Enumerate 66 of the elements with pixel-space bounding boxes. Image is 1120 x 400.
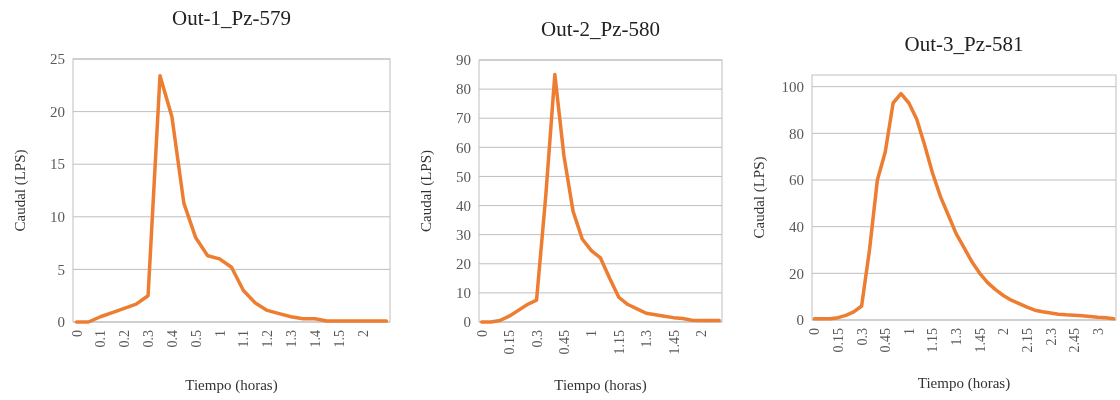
x-tick-label: 3: [1090, 328, 1106, 335]
y-tick-label: 40: [789, 218, 804, 235]
x-tick-label: 1: [901, 328, 917, 335]
x-tick-label: 1.3: [284, 330, 300, 348]
x-tick-label: 0.4: [164, 330, 180, 348]
x-tick-label: 1.1: [236, 330, 252, 348]
y-tick-label: 15: [50, 156, 65, 173]
x-tick-label: 0.15: [502, 330, 518, 355]
y-axis-title: Caudal (LPS): [418, 149, 435, 233]
y-tick-label: 100: [781, 78, 804, 95]
y-axis-title: Caudal (LPS): [12, 149, 29, 232]
y-tick-label: 80: [789, 125, 804, 142]
x-tick-label: 2.15: [1020, 328, 1036, 353]
y-tick-label: 20: [50, 103, 65, 120]
y-tick-label: 20: [456, 256, 471, 273]
y-tick-label: 10: [50, 209, 65, 226]
y-tick-label: 60: [789, 172, 804, 189]
y-tick-label: 40: [456, 197, 471, 214]
x-tick-label: 0.45: [556, 330, 572, 355]
x-tick-label: 1.45: [666, 330, 682, 355]
y-tick-label: 60: [456, 139, 471, 156]
x-tick-label: 1: [212, 330, 228, 337]
y-tick-label: 80: [456, 81, 471, 98]
x-axis-title: Tiempo (horas): [554, 377, 647, 394]
x-tick-label: 0.2: [117, 330, 133, 348]
x-tick-label: 1.3: [639, 330, 655, 348]
line-series: [479, 72, 722, 324]
x-tick-label: 0.3: [854, 328, 870, 346]
x-tick-label: 1.15: [611, 330, 627, 355]
line-series: [74, 74, 389, 324]
y-axis-title: Caudal (LPS): [751, 156, 768, 239]
x-tick-label: 0: [807, 328, 823, 335]
x-tick-label: 0.15: [830, 328, 846, 353]
y-tick-label: 50: [456, 168, 471, 185]
x-tick-label: 1.45: [972, 328, 988, 353]
x-tick-label: 0.3: [141, 330, 157, 348]
y-tick-label: 25: [50, 51, 65, 68]
chart-title: Out-3_Pz-581: [904, 32, 1024, 56]
x-axis-title: Tiempo (horas): [185, 377, 278, 394]
x-tick-label: 1.15: [925, 328, 941, 353]
x-axis-title: Tiempo (horas): [917, 375, 1011, 392]
x-tick-label: 1.2: [260, 330, 276, 348]
y-tick-label: 90: [456, 52, 471, 69]
y-tick-label: 30: [456, 226, 471, 243]
chart-title: Out-1_Pz-579: [172, 6, 291, 30]
x-tick-label: 2.3: [1043, 328, 1059, 346]
x-tick-label: 2.45: [1067, 328, 1083, 353]
x-tick-label: 0.1: [93, 330, 109, 348]
x-tick-label: 1.4: [307, 330, 323, 348]
chart-title: Out-2_Pz-580: [541, 17, 660, 41]
x-tick-label: 2: [693, 330, 709, 337]
x-tick-label: 1.5: [331, 330, 347, 348]
x-tick-label: 1: [584, 330, 600, 337]
x-tick-label: 0.45: [878, 328, 894, 353]
line-series: [812, 91, 1116, 321]
x-tick-label: 0: [69, 330, 85, 337]
x-tick-label: 0.3: [529, 330, 545, 348]
x-tick-label: 0.5: [188, 330, 204, 348]
x-tick-label: 1.3: [949, 328, 965, 346]
x-tick-label: 0: [474, 330, 490, 337]
y-tick-label: 70: [456, 110, 471, 127]
y-tick-label: 10: [456, 285, 471, 302]
x-tick-label: 2: [355, 330, 371, 337]
y-tick-label: 20: [789, 265, 804, 282]
x-tick-label: 2: [996, 328, 1012, 335]
y-tick-label: 5: [57, 261, 65, 278]
